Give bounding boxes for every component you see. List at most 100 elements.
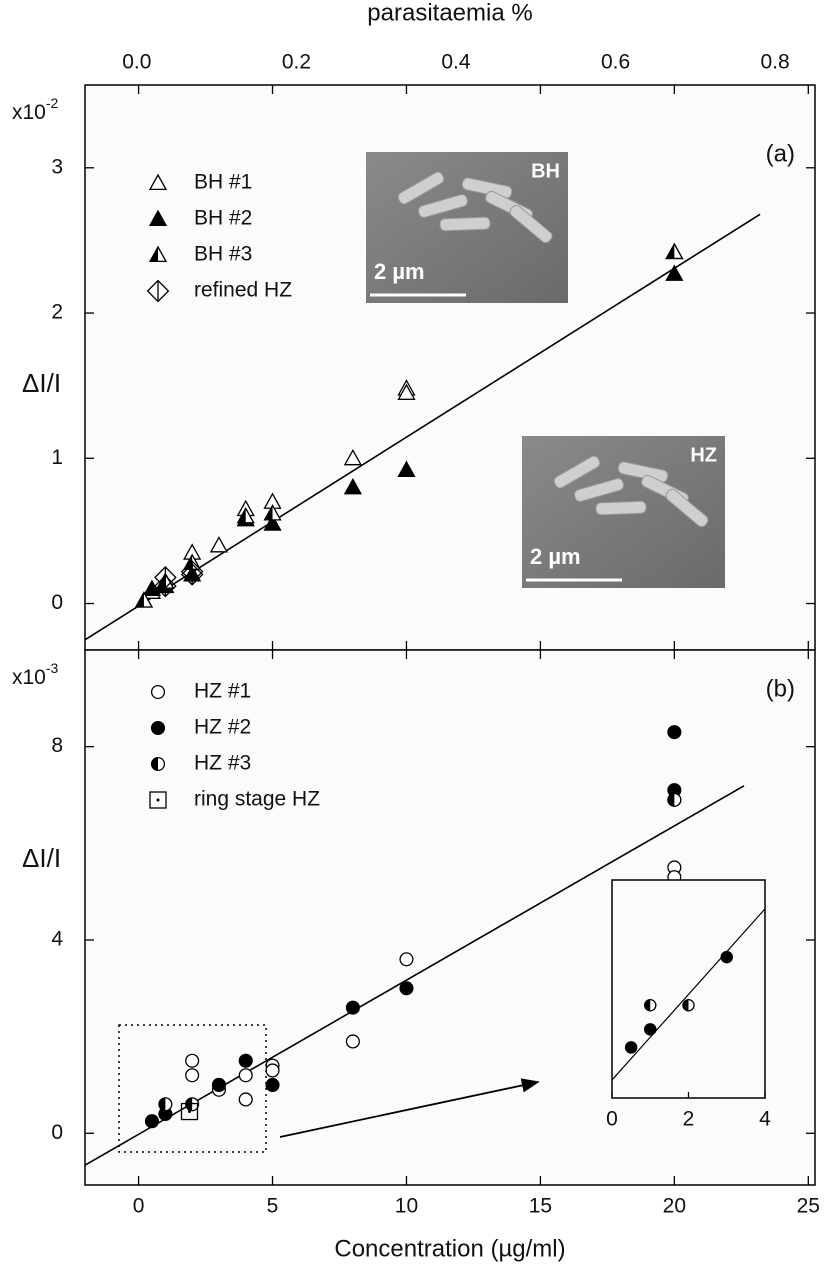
y-axis-title: ΔI/I (22, 843, 61, 873)
x2-tick-label: 0.0 (122, 51, 151, 74)
data-point (265, 1063, 280, 1078)
legend-marker (150, 756, 166, 772)
data-point (343, 477, 362, 495)
data-point (343, 448, 362, 466)
marker-shape (343, 477, 362, 495)
data-point (158, 1097, 173, 1112)
crystal (595, 500, 647, 516)
marker-shape (185, 1068, 200, 1083)
y-tick-label: 0 (51, 591, 63, 614)
marker-shape (624, 1041, 638, 1054)
marker-half (157, 573, 166, 589)
legend-label: HZ #3 (194, 752, 251, 775)
data-point (399, 952, 414, 967)
data-point (185, 1053, 200, 1068)
marker-shape (644, 1023, 657, 1036)
marker-shape (148, 173, 168, 191)
crystal (509, 204, 553, 244)
crystal (439, 216, 491, 232)
data-point (180, 1102, 199, 1121)
marker-shape (399, 952, 414, 967)
y-axis-title: ΔI/I (22, 368, 61, 398)
marker-shape (265, 1077, 280, 1093)
data-point (236, 507, 255, 524)
multiplier-exponent: -2 (46, 95, 59, 111)
marker-shape (185, 1053, 200, 1068)
data-point (238, 1068, 253, 1083)
marker-shape (238, 1053, 253, 1068)
marker-half (158, 1097, 166, 1111)
x-tick-label: 0 (133, 1195, 145, 1218)
data-point (144, 1114, 160, 1129)
marker-shape (150, 684, 166, 700)
data-point (265, 1077, 280, 1093)
x-tick-label: 10 (395, 1195, 418, 1218)
marker-shape (180, 1102, 199, 1121)
data-point (263, 514, 282, 531)
crystal (417, 194, 469, 218)
data-point (665, 264, 684, 281)
x-tick-label: 15 (529, 1195, 552, 1218)
data-point (211, 1077, 226, 1093)
multiplier-base: x10 (12, 666, 46, 689)
multiplier-exponent: -3 (46, 660, 59, 676)
panel-label: (a) (766, 140, 795, 167)
x-tick-label: 4 (759, 1108, 771, 1131)
legend-marker (148, 173, 168, 191)
x2-tick-label: 0.6 (601, 51, 630, 74)
legend-label: BH #1 (194, 171, 252, 194)
marker-shape (148, 209, 168, 227)
y-multiplier: x10-3 (12, 660, 59, 689)
scale-label: 2 µm (374, 259, 425, 284)
data-point (397, 383, 416, 400)
legend-label: HZ #2 (194, 716, 251, 739)
marker-half (237, 508, 246, 523)
data-point (644, 1023, 657, 1036)
marker-shape (263, 514, 282, 531)
scale-label: 2 µm (530, 544, 581, 569)
marker-shape (142, 579, 162, 597)
marker-shape (667, 725, 682, 740)
zoom-arrow (279, 1078, 540, 1138)
crystal (553, 455, 601, 489)
legend-marker (150, 684, 166, 700)
marker-shape (149, 791, 167, 809)
marker-shape (397, 460, 416, 477)
data-point (667, 725, 682, 740)
marker-half (264, 505, 273, 520)
marker-half (151, 757, 158, 771)
marker-shape (345, 1034, 360, 1049)
y-tick-label: 1 (51, 446, 63, 469)
marker-dot (187, 1110, 191, 1114)
data-point (682, 999, 695, 1012)
data-point (397, 460, 416, 477)
plot-frame (611, 879, 766, 1099)
crystal (665, 488, 709, 528)
marker-shape (211, 1077, 226, 1093)
y-tick-label: 2 (51, 301, 63, 324)
fit-line (611, 908, 766, 1081)
data-point (263, 504, 282, 521)
data-point (644, 999, 657, 1012)
data-point (185, 1068, 200, 1083)
legend-marker (146, 279, 170, 303)
marker-shape (238, 1068, 253, 1083)
legend-label: BH #3 (194, 243, 252, 266)
legend-label: BH #2 (194, 207, 252, 230)
marker-half (667, 793, 675, 807)
data-point (238, 1092, 253, 1107)
marker-shape (345, 1000, 360, 1015)
marker-half (185, 1097, 193, 1111)
marker-half (150, 247, 158, 262)
legend-marker (148, 245, 168, 263)
x-tick-label: 0 (606, 1108, 618, 1131)
data-point (667, 792, 682, 807)
x2-axis-title: parasitaemia % (367, 0, 532, 26)
y-multiplier: x10-2 (12, 95, 59, 124)
legend-label: refined HZ (194, 279, 292, 302)
marker-shape (150, 720, 166, 736)
legend-marker (148, 209, 168, 227)
y-tick-label: 4 (51, 928, 63, 951)
marker-shape (720, 950, 734, 964)
